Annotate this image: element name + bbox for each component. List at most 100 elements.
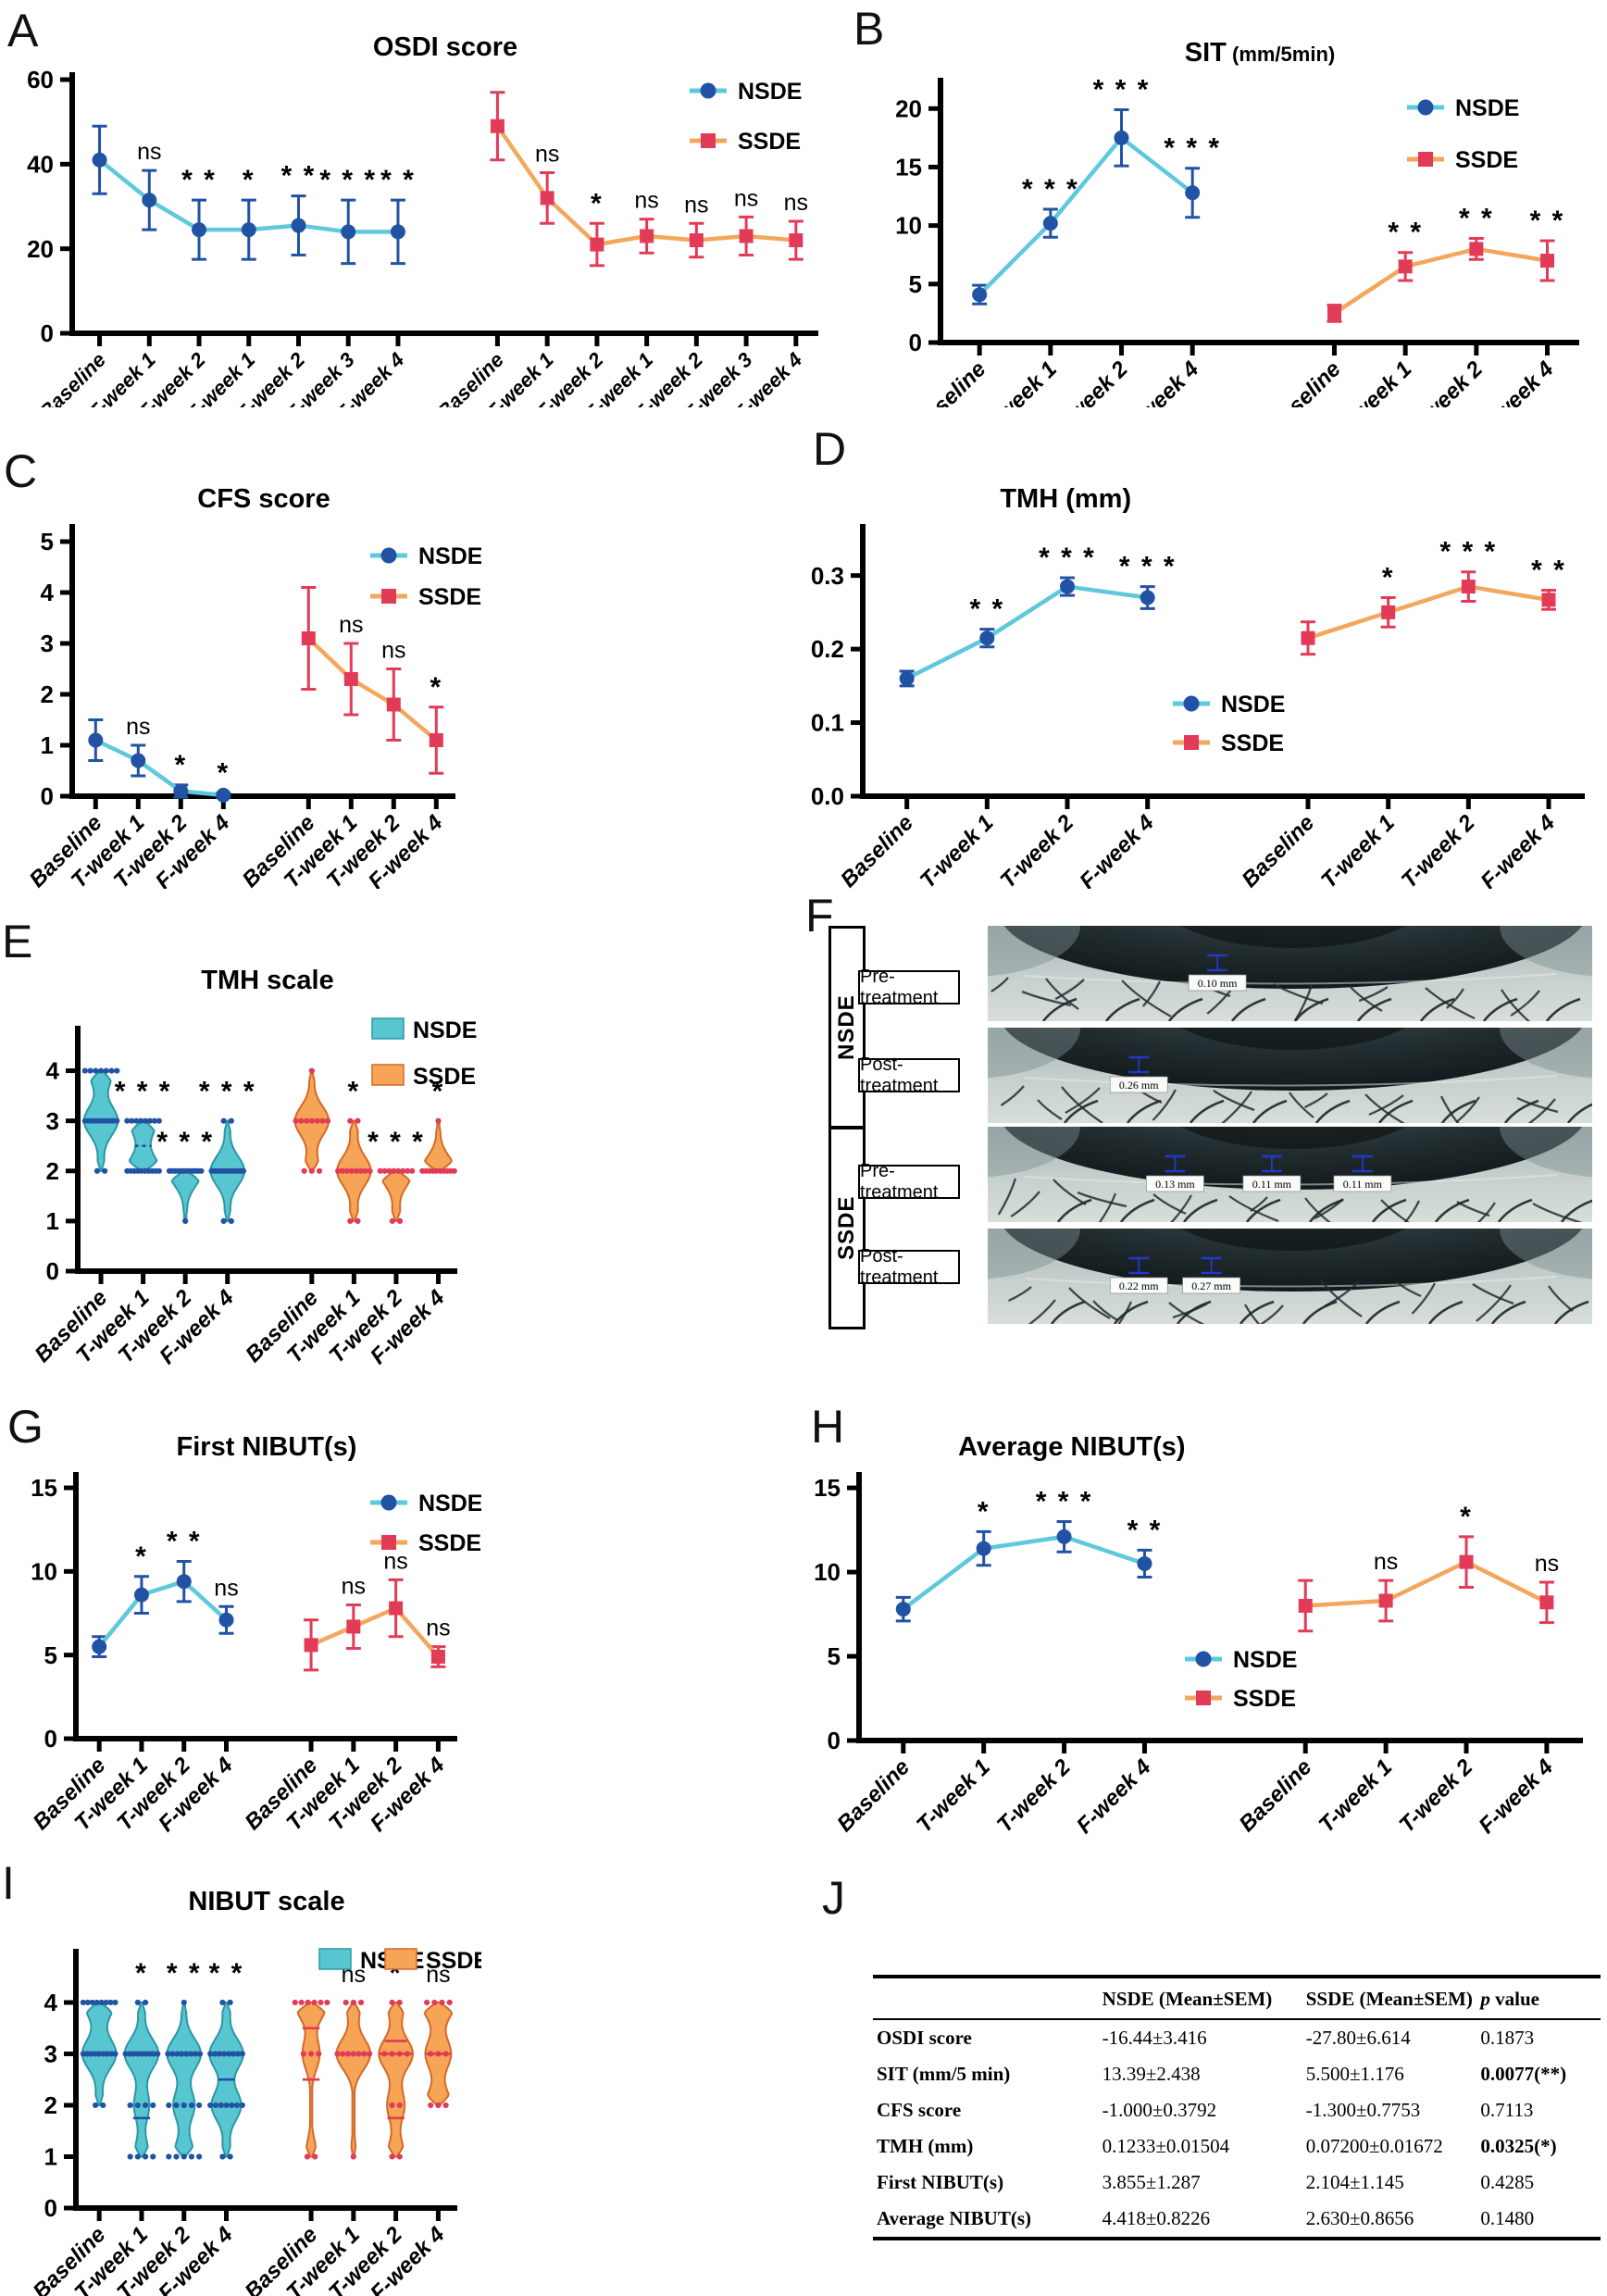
statistics-table: NSDE (Mean±SEM) SSDE (Mean±SEM) p value OSD… (873, 1975, 1601, 2240)
table-cell: -27.80±6.614 (1305, 2027, 1411, 2049)
svg-text:Baseline: Baseline (909, 356, 991, 407)
panel-a: A 0 20 40 60 Baseline T-week 1 T-week 2 F-week … (0, 0, 842, 407)
panel-h: H 0 5 10 15 Baseline T-week 1 T-week 2 F-week 4… (796, 1389, 1607, 1856)
table-cell: -1.000±0.3792 (1102, 2099, 1217, 2121)
significance-label: * * * (156, 1127, 214, 1157)
series-SSDE: * * * * * * (1327, 204, 1563, 323)
table-cell: 2.630±0.8656 (1305, 2207, 1414, 2229)
svg-text:SSDE: SSDE (738, 129, 801, 155)
significance-label: * * (1388, 218, 1423, 248)
significance-label: * (1382, 563, 1395, 593)
violin-SSDE-T-week 2: * * * (367, 1127, 423, 1224)
panel-letter-g: G (7, 1401, 44, 1453)
svg-text:F-week 4: F-week 4 (1476, 810, 1560, 889)
panel-letter-f: F (805, 890, 834, 942)
svg-text:0: 0 (909, 329, 922, 356)
svg-text:T-week 2: T-week 2 (1050, 356, 1133, 407)
panel-letter-b: B (853, 3, 885, 55)
series-NSDE: * * * ns (92, 1527, 239, 1658)
svg-text:20: 20 (27, 235, 54, 263)
chart-title: OSDI score (373, 32, 517, 62)
svg-text:0.27 mm: 0.27 mm (1191, 1279, 1231, 1292)
significance-label: * * * (1093, 75, 1151, 106)
svg-text:NSDE: NSDE (738, 79, 802, 105)
svg-text:SSDE: SSDE (418, 584, 481, 610)
svg-text:SSDE: SSDE (413, 1064, 476, 1090)
table-cell: 5.500±1.176 (1305, 2063, 1404, 2085)
svg-text:NSDE: NSDE (1455, 95, 1519, 121)
svg-text:0.1: 0.1 (811, 709, 844, 737)
svg-text:F-week 4: F-week 4 (1120, 356, 1204, 407)
significance-label: ns (339, 612, 363, 638)
svg-text:1: 1 (44, 2143, 57, 2171)
legend: NSDE SSDE (1407, 95, 1519, 173)
svg-text:0.22 mm: 0.22 mm (1119, 1279, 1159, 1292)
svg-text:F-week 4: F-week 4 (1075, 810, 1159, 889)
svg-text:5: 5 (909, 270, 922, 298)
table-cell: SIT (mm/5 min) (877, 2063, 1011, 2085)
table-row: OSDI score -16.44±3.416 -27.80±6.614 0.1873 (873, 2019, 1601, 2056)
treatment-label: Post-treatment (858, 1054, 960, 1096)
svg-text:NSDE: NSDE (413, 1017, 477, 1043)
significance-label: ns (381, 638, 405, 664)
significance-label: * * * (319, 165, 377, 195)
legend: NSDE SSDE (1173, 692, 1285, 756)
table-cell: 0.7113 (1480, 2099, 1534, 2121)
series-NSDE: ns * * (88, 714, 231, 803)
series-SSDE: ns* ns ns ns ns (490, 91, 808, 268)
panel-g: G 0 5 10 15 Baseline T-week 1 T-week 2 F-week 4… (0, 1389, 481, 1856)
svg-text:4: 4 (44, 1989, 58, 2016)
table-header (873, 1977, 1099, 2020)
svg-text:SSDE: SSDE (418, 1530, 481, 1556)
svg-text:Baseline: Baseline (836, 810, 918, 889)
svg-text:0.0: 0.0 (811, 782, 844, 810)
svg-text:T-week 1: T-week 1 (912, 1754, 995, 1838)
violin-SSDE-Baseline (293, 1067, 331, 1174)
significance-label: * * * (1119, 552, 1177, 582)
significance-label: ns (426, 1616, 450, 1641)
svg-text:NSDE: NSDE (1221, 692, 1285, 718)
svg-text:60: 60 (27, 66, 54, 94)
chart-title: SIT (mm/5min) (1185, 38, 1335, 68)
violin-NSDE-T-week 1: * (122, 1958, 161, 2160)
table-row: CFS score -1.000±0.3792 -1.300±0.7753 0.711… (873, 2092, 1601, 2128)
significance-label: ns (784, 190, 808, 216)
svg-text:T-week 2: T-week 2 (1394, 1754, 1477, 1838)
svg-text:T-week 2: T-week 2 (995, 810, 1078, 889)
svg-text:0: 0 (828, 1727, 841, 1754)
significance-label: * * (167, 1527, 202, 1557)
significance-label: ns (383, 1548, 407, 1574)
svg-text:0.11 mm: 0.11 mm (1252, 1178, 1292, 1191)
significance-label: * * (1459, 204, 1494, 234)
svg-text:3: 3 (46, 1107, 59, 1135)
panel-letter-i: I (2, 1857, 15, 1909)
tmh-measurement-marker: 0.13 mm (1146, 1154, 1204, 1192)
svg-text:15: 15 (31, 1474, 57, 1502)
violin-NSDE-Baseline (81, 1067, 120, 1174)
table-row: Average NIBUT(s) 4.418±0.8226 2.630±0.8656… (873, 2201, 1601, 2239)
table-cell: 2.104±1.145 (1305, 2171, 1404, 2193)
svg-text:2: 2 (44, 2091, 57, 2119)
svg-text:Baseline: Baseline (1235, 1754, 1317, 1837)
svg-text:0: 0 (46, 1257, 59, 1285)
svg-text:F-week 4: F-week 4 (1474, 1754, 1558, 1839)
table-cell: 3.855±1.287 (1102, 2171, 1201, 2193)
table-row: TMH (mm) 0.1233±0.01504 0.07200±0.01672 0.0… (873, 2128, 1601, 2165)
significance-label: * (978, 1496, 990, 1527)
svg-text:10: 10 (895, 212, 922, 240)
svg-text:NSDE: NSDE (418, 1491, 481, 1516)
svg-text:Baseline: Baseline (1237, 810, 1319, 889)
violin-NSDE-T-week 2: * * (165, 1958, 204, 2160)
series-NSDE: * * * * * * (895, 1486, 1160, 1623)
svg-text:4: 4 (41, 579, 55, 606)
svg-text:NSDE: NSDE (1233, 1647, 1297, 1673)
significance-label: * (432, 1077, 445, 1107)
panel-letter-e: E (2, 916, 33, 967)
svg-text:20: 20 (895, 94, 922, 122)
svg-text:Baseline: Baseline (1264, 356, 1346, 407)
table-cell: OSDI score (877, 2027, 972, 2049)
